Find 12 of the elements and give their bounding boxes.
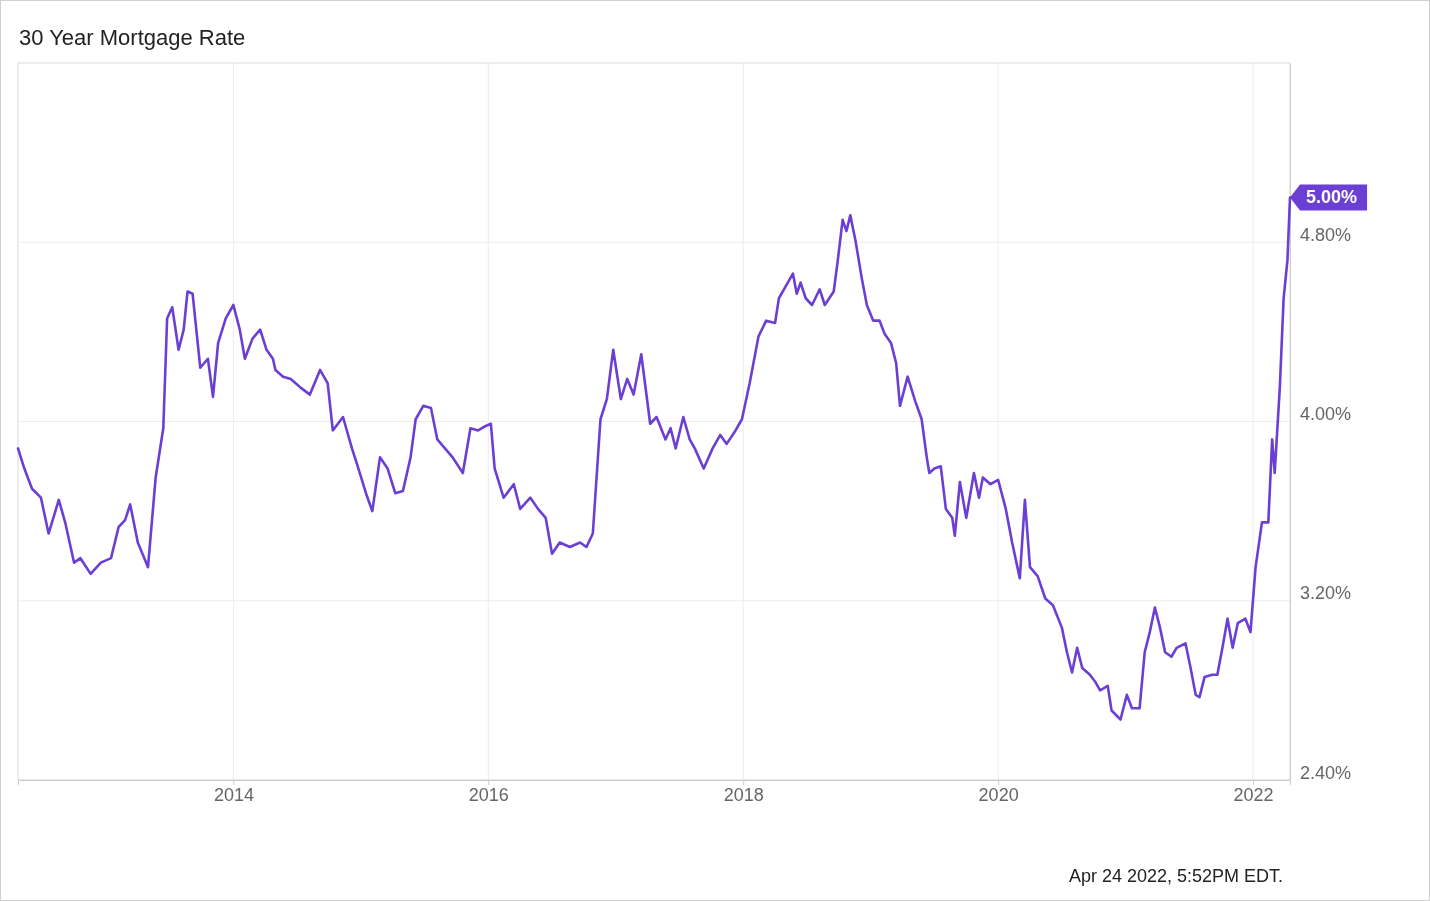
x-tick-label: 2014 (213, 784, 254, 805)
y-tick-label: 4.80% (1300, 224, 1352, 245)
y-tick-label: 4.00% (1300, 404, 1352, 425)
y-tick-label: 2.40% (1300, 762, 1352, 783)
chart-title: 30 Year Mortgage Rate (19, 25, 246, 50)
x-tick-label: 2018 (723, 784, 764, 805)
y-tick-label: 3.20% (1300, 583, 1352, 604)
annotation: 5.00% (1306, 187, 1358, 208)
x-tick-label: 2020 (978, 784, 1019, 805)
text: Apr 24 2022, 5:52PM EDT. (1068, 866, 1283, 886)
x-tick-label: 2016 (468, 784, 509, 805)
x-tick-label: 2022 (1233, 784, 1274, 805)
